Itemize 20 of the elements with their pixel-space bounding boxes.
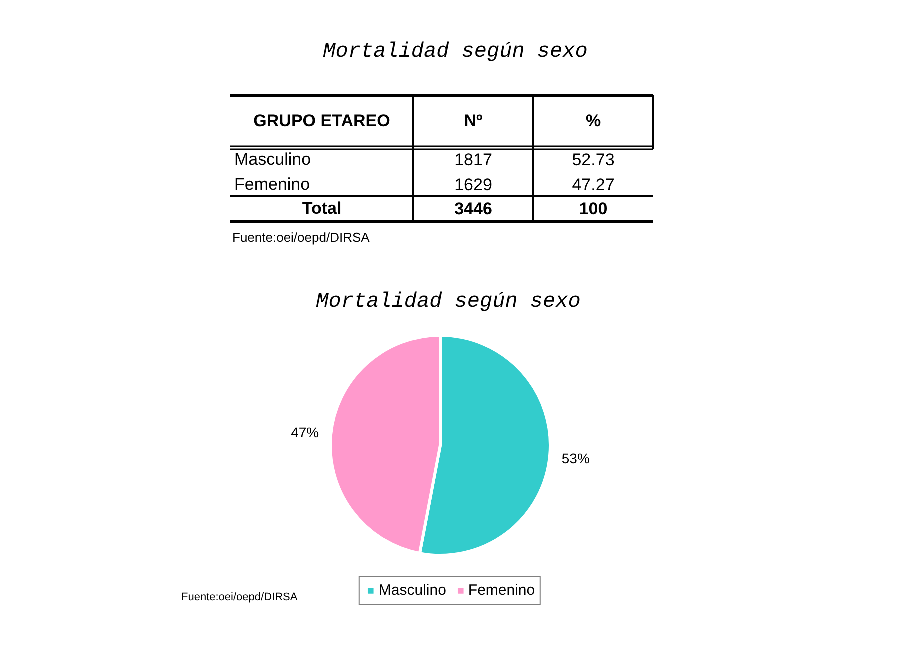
legend-label: Femenino xyxy=(468,582,536,599)
data-label: 3446 xyxy=(454,200,492,218)
text: % xyxy=(586,112,602,130)
data-label: 47% xyxy=(291,424,320,441)
category-label: Masculino xyxy=(234,150,312,169)
source-note: Fuente:oei/oepd/DIRSA xyxy=(232,230,370,245)
text: Mortalidad según sexo xyxy=(323,41,588,64)
legend-label: Masculino xyxy=(378,582,446,599)
text: GRUPO ETAREO xyxy=(254,112,390,130)
series-label: Nº xyxy=(464,112,483,130)
data-label: 1817 xyxy=(454,150,492,170)
data-label: 53% xyxy=(562,450,590,466)
category-label: Femenino xyxy=(234,175,310,194)
data-label: 100 xyxy=(579,200,608,218)
data-label: 52.73 xyxy=(572,150,615,170)
data-label: 1629 xyxy=(454,176,492,194)
source-note: Fuente:oei/oepd/DIRSA xyxy=(182,592,298,604)
category-label: Total xyxy=(302,199,342,218)
chart-title: Mortalidad según sexo xyxy=(316,291,581,314)
data-label: 47.27 xyxy=(572,176,615,194)
